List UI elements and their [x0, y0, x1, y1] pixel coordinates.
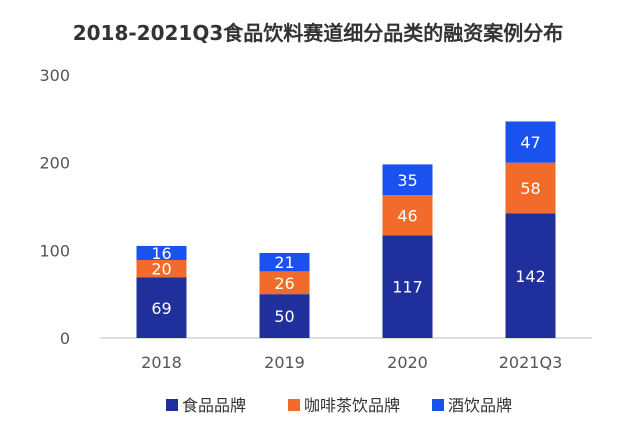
data-label-2019-series-0: 50	[274, 307, 294, 326]
y-tick-label-3: 300	[39, 66, 70, 85]
bar-2021Q3-series-2	[505, 121, 556, 163]
bar-2019-series-2	[259, 252, 310, 272]
y-tick-label-0: 0	[60, 329, 70, 348]
data-label-2021Q3-series-2: 47	[520, 133, 540, 152]
bar-2019-series-0	[259, 294, 310, 338]
x-tick-label-0: 2018	[141, 353, 182, 372]
legend-swatch-2	[432, 399, 444, 411]
data-label-2018-series-0: 69	[151, 299, 171, 318]
data-label-2018-series-1: 20	[151, 260, 171, 279]
chart-title: 2018-2021Q3食品饮料赛道细分品类的融资案例分布	[73, 21, 564, 45]
bar-2021Q3-series-0	[505, 213, 556, 338]
x-tick-label-2: 2020	[387, 353, 428, 372]
bar-2019-series-1	[259, 271, 310, 295]
legend-swatch-0	[166, 399, 178, 411]
bar-2021Q3-series-1	[505, 162, 556, 214]
bar-2020-series-0	[382, 235, 433, 338]
data-label-2019-series-2: 21	[274, 253, 294, 272]
data-label-2020-series-0: 117	[392, 278, 423, 297]
data-label-2018-series-2: 16	[151, 244, 171, 263]
x-tick-label-3: 2021Q3	[499, 353, 563, 372]
bar-2018-series-0	[136, 277, 187, 338]
y-tick-label-1: 100	[39, 241, 70, 260]
data-label-2021Q3-series-1: 58	[520, 179, 540, 198]
data-label-2020-series-2: 35	[397, 171, 417, 190]
legend: 食品品牌 咖啡茶饮品牌 酒饮品牌	[166, 396, 512, 415]
data-label-2021Q3-series-0: 142	[515, 267, 546, 286]
data-label-2020-series-1: 46	[397, 206, 417, 225]
bar-2020-series-2	[382, 164, 433, 196]
legend-swatch-1	[288, 399, 300, 411]
legend-label-1: 咖啡茶饮品牌	[304, 396, 400, 415]
y-tick-label-2: 200	[39, 154, 70, 173]
bar-2020-series-1	[382, 195, 433, 236]
data-label-2019-series-1: 26	[274, 274, 294, 293]
bar-2018-series-2	[136, 245, 187, 260]
legend-label-0: 食品品牌	[182, 396, 246, 415]
x-tick-label-1: 2019	[264, 353, 305, 372]
bar-2018-series-1	[136, 259, 187, 278]
legend-label-2: 酒饮品牌	[448, 396, 512, 415]
